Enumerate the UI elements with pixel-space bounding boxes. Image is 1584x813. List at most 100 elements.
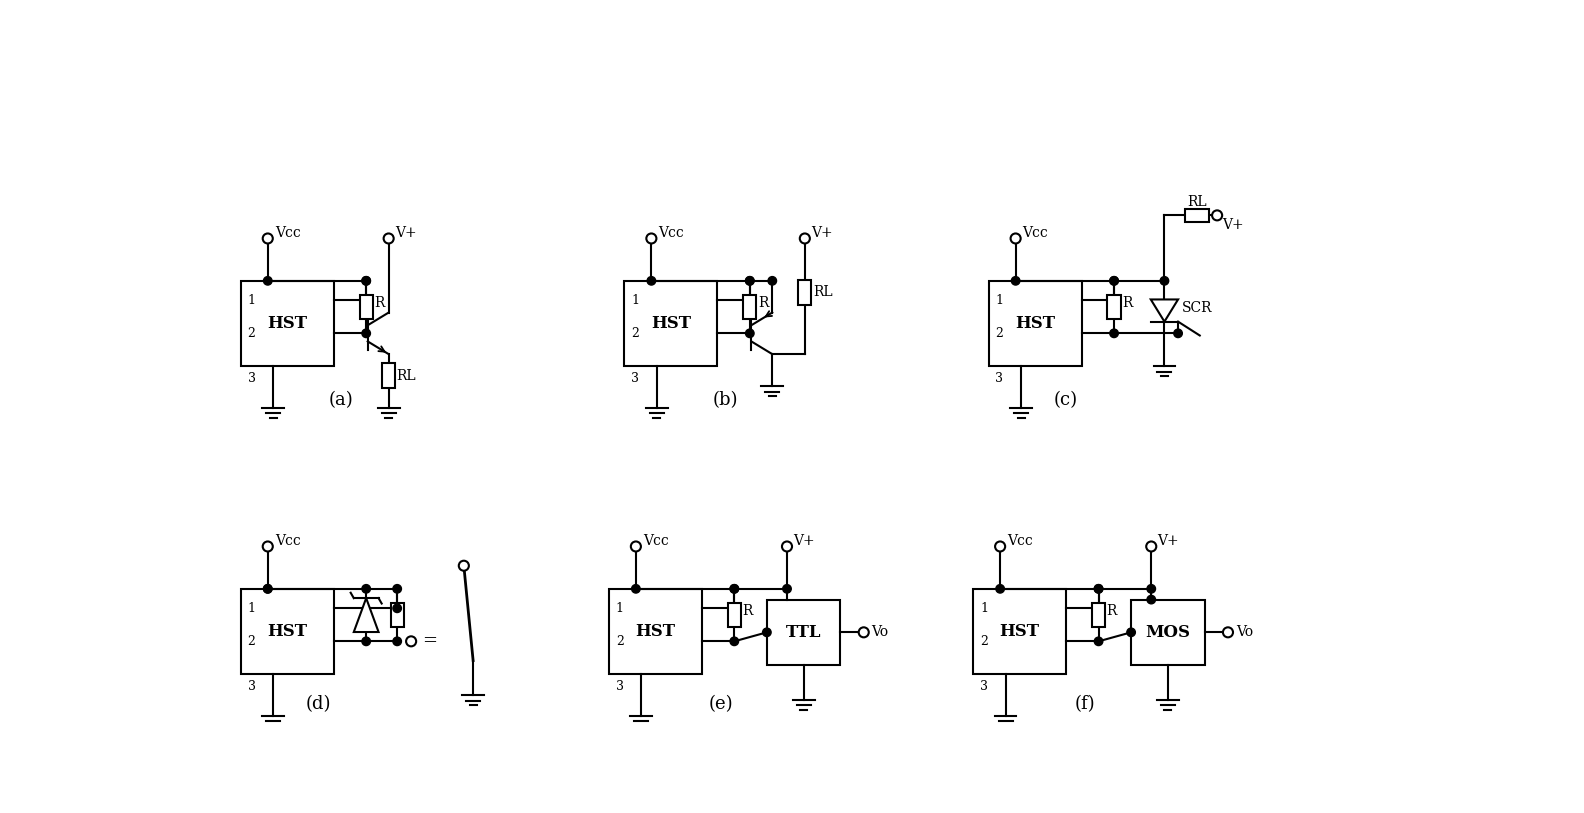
Text: R: R — [1123, 296, 1133, 311]
Text: (a): (a) — [329, 391, 353, 409]
Polygon shape — [353, 598, 379, 632]
Text: HST: HST — [651, 315, 691, 332]
Text: 2: 2 — [980, 635, 988, 648]
Text: Vo: Vo — [1236, 625, 1253, 639]
Circle shape — [406, 637, 417, 646]
Bar — [624, 280, 718, 366]
Text: RL: RL — [396, 368, 417, 383]
Circle shape — [630, 541, 642, 551]
Text: HST: HST — [1015, 315, 1055, 332]
Text: Vcc: Vcc — [1023, 226, 1049, 240]
Bar — [988, 280, 1082, 366]
Text: (c): (c) — [1053, 391, 1079, 409]
Circle shape — [1110, 276, 1118, 285]
Circle shape — [1011, 233, 1020, 243]
Text: HST: HST — [268, 315, 307, 332]
Text: 3: 3 — [247, 372, 255, 385]
Circle shape — [1147, 585, 1155, 593]
Circle shape — [1174, 329, 1182, 337]
Circle shape — [361, 329, 371, 337]
Circle shape — [800, 233, 809, 243]
Text: V+: V+ — [794, 534, 814, 548]
Text: R: R — [759, 296, 768, 311]
Circle shape — [746, 276, 754, 285]
Text: Vcc: Vcc — [274, 534, 301, 548]
Text: TTL: TTL — [786, 624, 822, 641]
Text: V+: V+ — [394, 226, 417, 240]
Circle shape — [1095, 637, 1102, 646]
Circle shape — [782, 541, 792, 551]
Text: 1: 1 — [995, 293, 1004, 307]
Circle shape — [393, 585, 401, 593]
Text: 3: 3 — [995, 372, 1004, 385]
Circle shape — [1110, 276, 1118, 285]
Circle shape — [263, 233, 272, 243]
Circle shape — [730, 637, 738, 646]
Circle shape — [263, 585, 272, 593]
Text: 1: 1 — [980, 602, 988, 615]
Text: Vcc: Vcc — [1007, 534, 1033, 548]
Text: 2: 2 — [247, 635, 255, 648]
Circle shape — [1147, 541, 1156, 551]
Circle shape — [1011, 276, 1020, 285]
Bar — [1107, 295, 1120, 320]
Circle shape — [263, 541, 272, 551]
Bar — [382, 363, 396, 388]
Text: (b): (b) — [713, 391, 738, 409]
Text: (e): (e) — [708, 695, 733, 713]
Text: V+: V+ — [1221, 219, 1243, 233]
Circle shape — [361, 585, 371, 593]
Bar — [1185, 209, 1209, 222]
Text: RL: RL — [1186, 194, 1207, 208]
Text: 1: 1 — [247, 293, 255, 307]
Text: (d): (d) — [306, 695, 331, 713]
Text: V+: V+ — [811, 226, 833, 240]
Bar — [608, 589, 702, 673]
Circle shape — [1212, 211, 1223, 220]
Text: 1: 1 — [247, 602, 255, 615]
Text: 1: 1 — [632, 293, 640, 307]
Bar — [241, 589, 334, 673]
Text: 3: 3 — [980, 680, 988, 693]
Bar — [1091, 602, 1106, 628]
Text: SCR: SCR — [1182, 301, 1212, 315]
Bar — [727, 602, 741, 628]
Text: 2: 2 — [616, 635, 624, 648]
Bar — [391, 602, 404, 628]
Circle shape — [768, 276, 776, 285]
Bar — [767, 600, 841, 665]
Bar — [241, 280, 334, 366]
Circle shape — [1126, 628, 1136, 637]
Circle shape — [995, 541, 1006, 551]
Text: HST: HST — [635, 623, 675, 640]
Text: R: R — [375, 296, 385, 311]
Text: 3: 3 — [632, 372, 640, 385]
Circle shape — [648, 276, 656, 285]
Circle shape — [263, 585, 272, 593]
Circle shape — [730, 585, 738, 593]
Bar — [360, 295, 372, 320]
Circle shape — [393, 604, 401, 612]
Circle shape — [459, 561, 469, 571]
Circle shape — [762, 628, 771, 637]
Circle shape — [1223, 628, 1232, 637]
Text: Vcc: Vcc — [274, 226, 301, 240]
Circle shape — [1147, 595, 1155, 604]
Circle shape — [746, 329, 754, 337]
Bar — [1131, 600, 1205, 665]
Text: Vcc: Vcc — [643, 534, 668, 548]
Text: 2: 2 — [995, 327, 1003, 340]
Text: MOS: MOS — [1145, 624, 1191, 641]
Text: Vo: Vo — [871, 625, 889, 639]
Text: HST: HST — [1000, 623, 1039, 640]
Circle shape — [730, 585, 738, 593]
Circle shape — [1110, 329, 1118, 337]
Text: R: R — [741, 604, 752, 618]
Polygon shape — [1152, 299, 1178, 322]
Text: =: = — [421, 633, 437, 650]
Text: (f): (f) — [1076, 695, 1096, 713]
Circle shape — [646, 233, 656, 243]
Circle shape — [383, 233, 394, 243]
Circle shape — [361, 276, 371, 285]
Circle shape — [361, 276, 371, 285]
